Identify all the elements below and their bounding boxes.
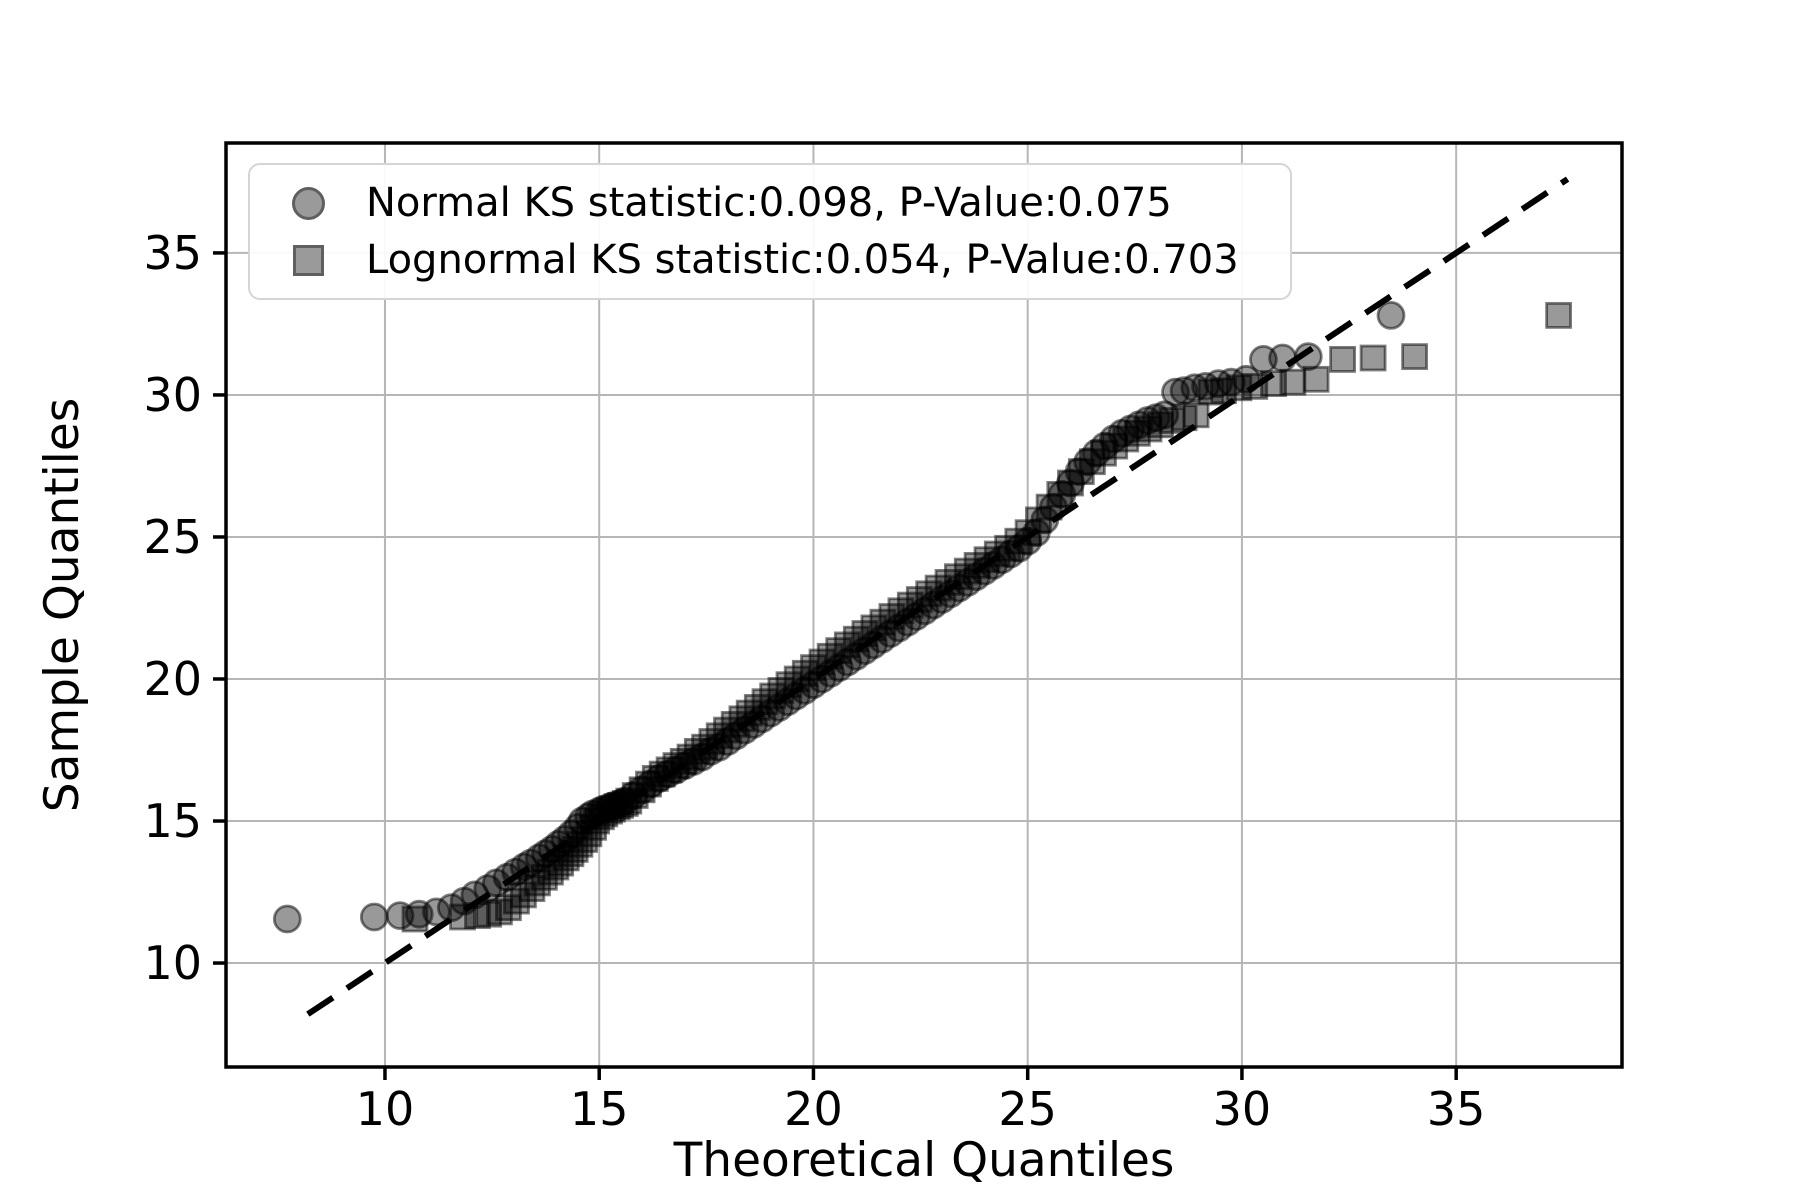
scatter-point-lognormal [1329,345,1356,373]
y-axis-label: Sample Quantiles [35,398,90,813]
y-axis: 10 15 20 25 30 35 [143,226,226,990]
x-axis: 10 15 20 25 30 35 [356,1067,1486,1136]
legend-marker-cell [250,186,366,220]
square-marker-icon [292,244,324,276]
scatter-point-lognormal [1182,401,1210,429]
scatter-point-lognormal [915,580,943,608]
x-tick-label: 15 [570,1082,629,1136]
y-tick-label: 35 [143,226,202,280]
legend-marker-cell [250,244,366,276]
scatter-point-lognormal [1545,301,1572,329]
scatter-point-lognormal [1401,343,1428,371]
scatter-point-normal [272,904,302,934]
x-tick-label: 30 [1213,1082,1272,1136]
y-tick-label: 20 [143,652,202,706]
legend-label-lognormal: Lognormal KS statistic:0.054, P-Value:0.… [366,237,1239,283]
x-tick-label: 35 [1427,1082,1486,1136]
y-tick-label: 30 [143,368,202,422]
lognormal-series [401,301,1572,933]
circle-marker-icon [291,186,325,220]
scatter-point-lognormal [1279,368,1307,396]
scatter-point-lognormal [994,534,1021,562]
scatter-point-lognormal [676,743,704,771]
x-tick-label: 10 [356,1082,415,1136]
scatter-point-lognormal [1225,374,1253,402]
legend: Normal KS statistic:0.098, P-Value:0.075… [248,163,1292,300]
reference-line [306,176,1570,1017]
axes-border [224,141,1624,1069]
scatter-point-normal [1268,343,1297,373]
y-tick-label: 10 [143,936,202,990]
scatter-point-normal [1376,300,1406,330]
legend-item-normal: Normal KS statistic:0.098, P-Value:0.075 [250,175,1290,232]
scatter-point-normal [359,902,389,932]
x-tick-label: 25 [998,1082,1057,1136]
scatter-point-lognormal [1359,344,1387,372]
scatter-point-lognormal [1210,377,1237,405]
legend-item-lognormal: Lognormal KS statistic:0.054, P-Value:0.… [250,232,1290,289]
legend-label-normal: Normal KS statistic:0.098, P-Value:0.075 [366,180,1172,226]
y-tick-label: 25 [143,510,202,564]
y-tick-label: 15 [143,794,202,848]
x-tick-label: 20 [784,1082,843,1136]
scatter-point-lognormal [401,905,429,933]
scatter-point-lognormal [1302,365,1330,393]
x-axis-label: Theoretical Quantiles [673,1133,1175,1188]
dashed-identity-line [306,176,1570,1017]
plot-spines [224,141,1624,1069]
